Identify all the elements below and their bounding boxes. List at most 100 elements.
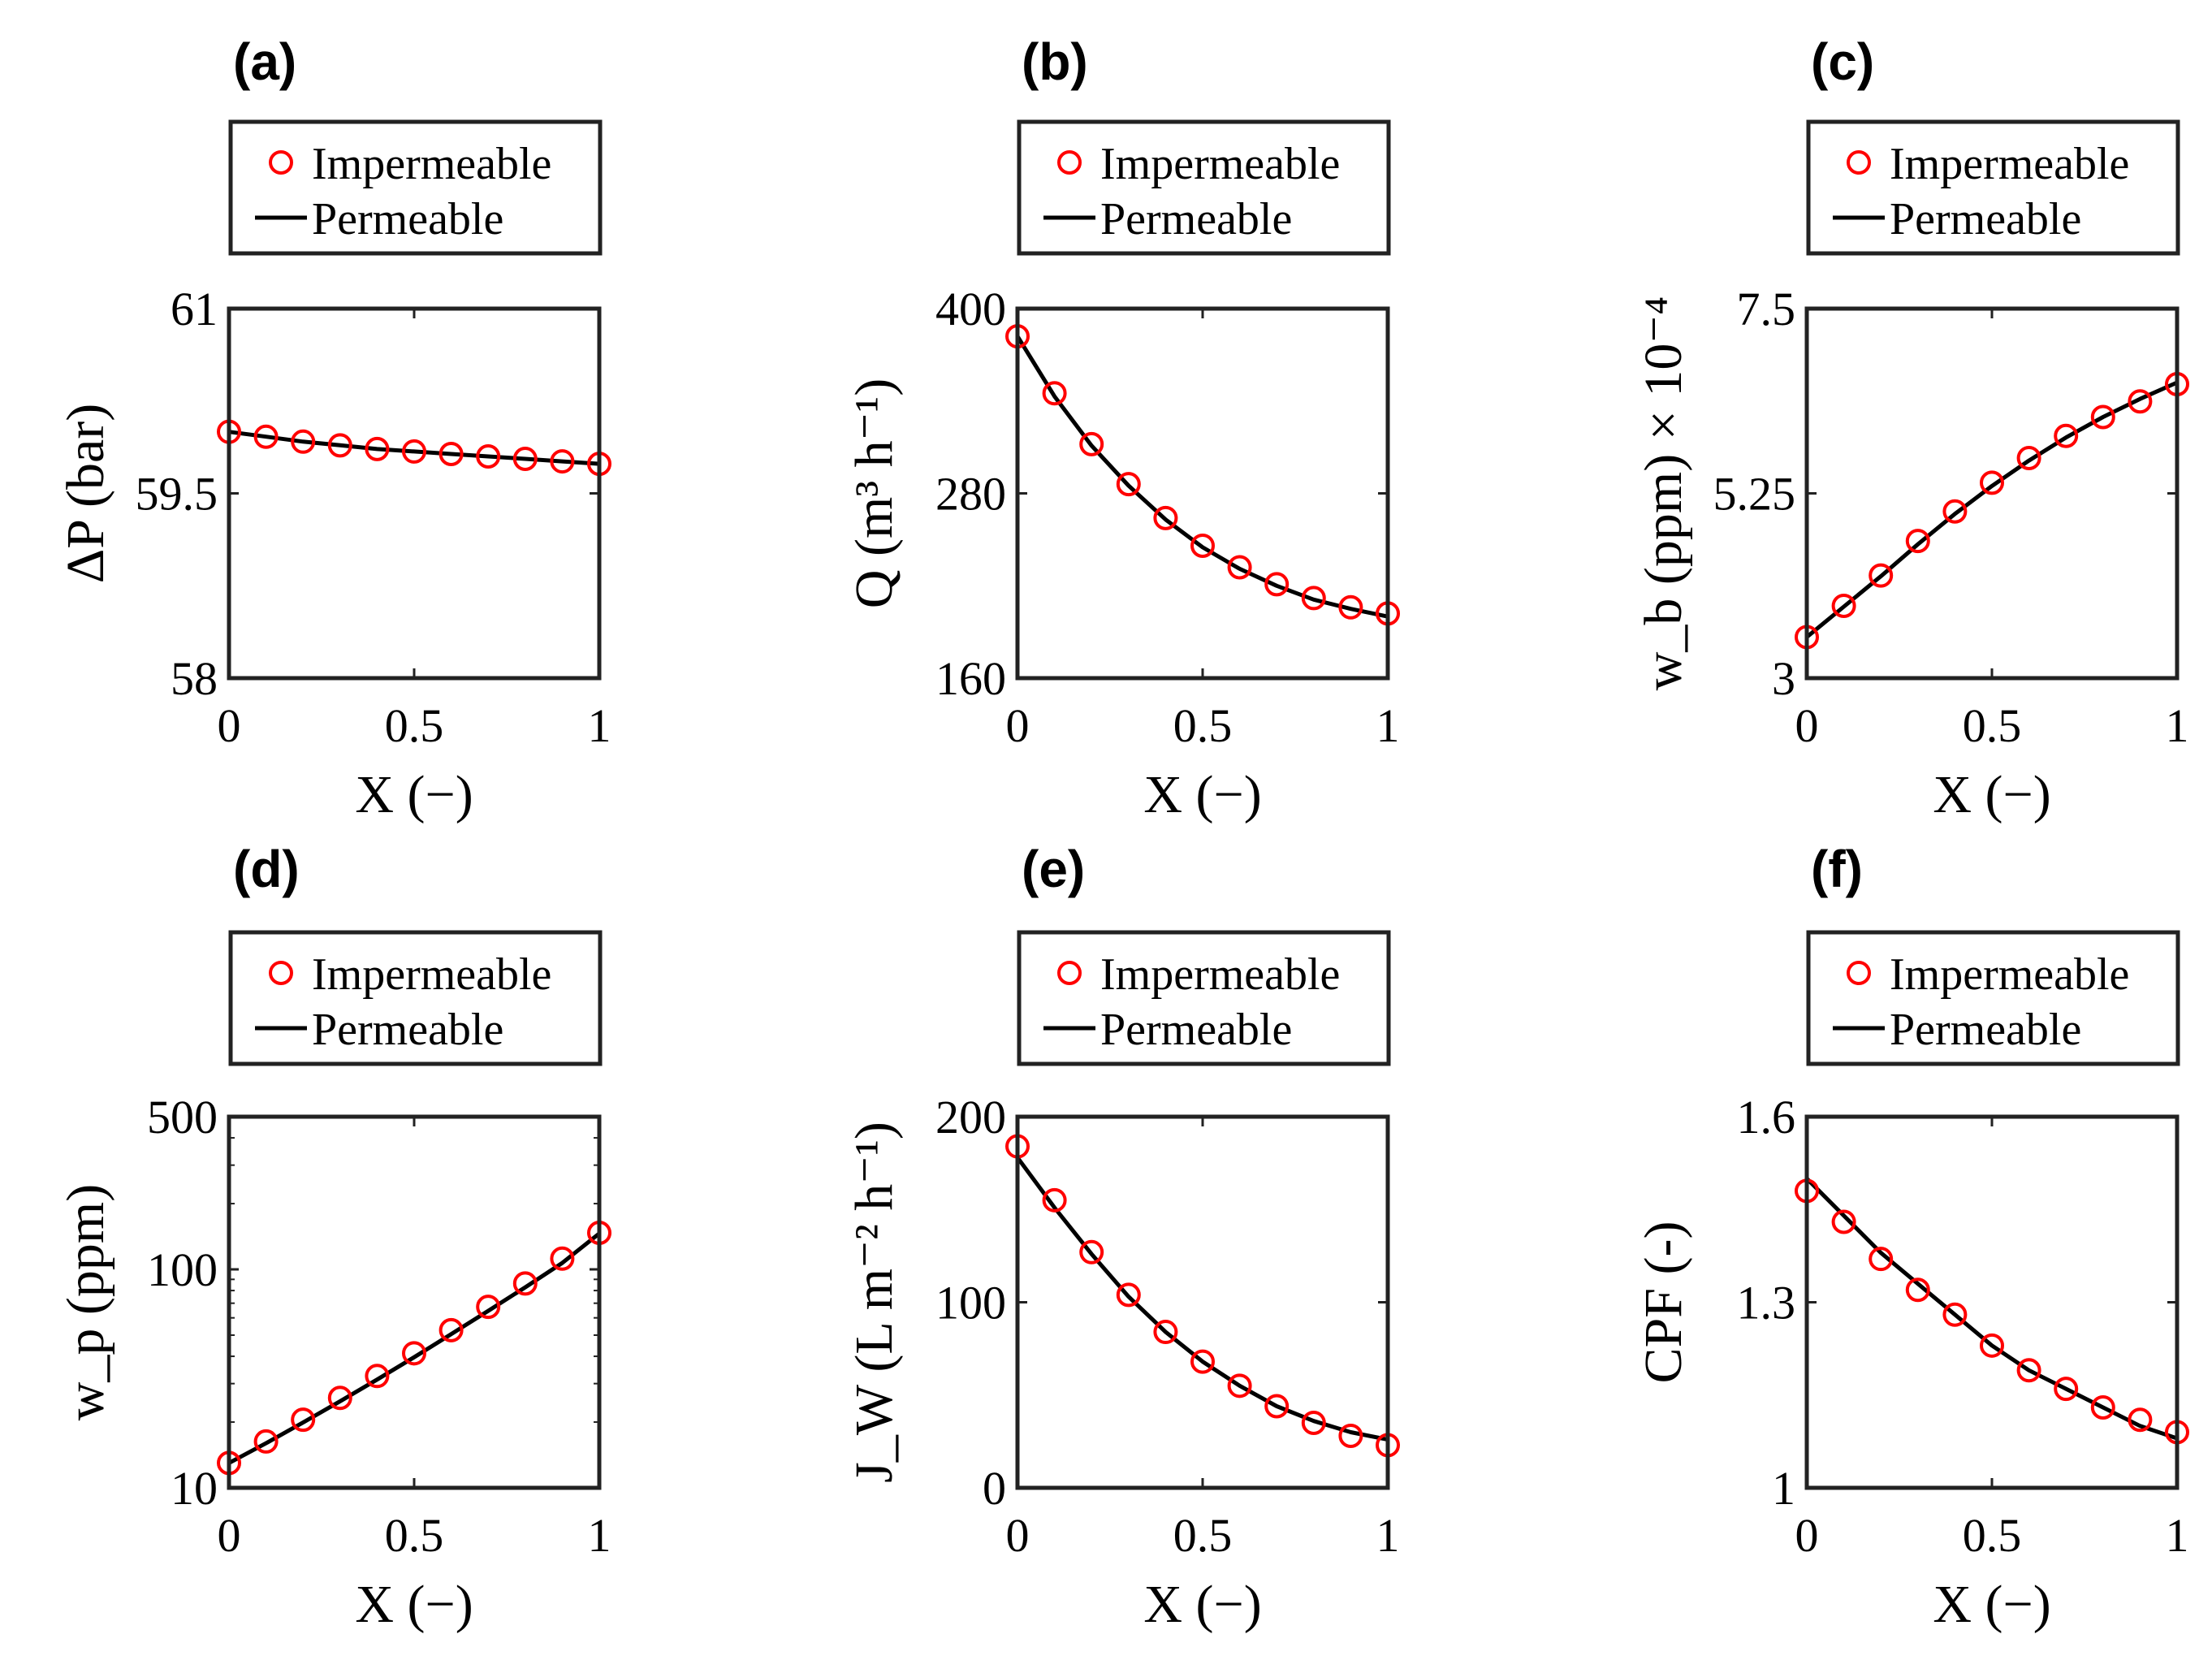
panel-label: (c) (1811, 32, 1874, 91)
y-axis-label: Q (m³ h⁻¹) (845, 378, 904, 608)
series-line-permeable (1015, 335, 1389, 619)
data-point-impermeable (476, 444, 501, 469)
legend-label-impermeable: Impermeable (1100, 139, 1340, 189)
data-point-impermeable (2090, 1394, 2115, 1420)
data-point-impermeable (1338, 594, 1363, 620)
x-tick-label: 0.5 (1963, 699, 2022, 752)
data-point-impermeable (1079, 1239, 1104, 1264)
panel-label: (e) (1022, 840, 1085, 898)
x-tick-label: 1 (2166, 699, 2189, 752)
legend-box (1806, 119, 2180, 256)
legend-label-permeable: Permeable (312, 1005, 503, 1055)
legend-label-permeable: Permeable (1100, 194, 1292, 244)
data-point-impermeable (1042, 1187, 1067, 1213)
x-tick-label: 0 (1795, 1509, 1819, 1562)
data-point-impermeable (1831, 1209, 1856, 1234)
data-point-impermeable (476, 1295, 501, 1320)
data-point-impermeable (1301, 586, 1326, 611)
series-line-permeable (1805, 1177, 2178, 1441)
data-point-impermeable (1869, 563, 1894, 588)
y-axis-label: ΔP (bar) (56, 404, 115, 583)
series-line-permeable (1015, 1156, 1389, 1442)
x-tick-label: 0.5 (1963, 1509, 2022, 1562)
data-point-impermeable (1301, 1411, 1326, 1436)
plot-frame (227, 306, 602, 681)
y-tick-label: 1.6 (1737, 1091, 1796, 1143)
plot-frame (1804, 306, 2180, 681)
x-tick-label: 0.5 (1173, 699, 1233, 752)
legend-label-impermeable: Impermeable (1100, 949, 1340, 1000)
legend-box (1017, 930, 1391, 1066)
y-tick-label: 58 (171, 652, 218, 705)
y-tick-label: 61 (171, 283, 218, 335)
data-point-impermeable (2016, 1358, 2041, 1383)
y-tick-label: 400 (935, 283, 1006, 335)
x-axis-label: X (−) (1143, 765, 1261, 824)
legend-label-permeable: Permeable (1890, 194, 2081, 244)
legend-label-impermeable: Impermeable (312, 139, 551, 189)
data-point-impermeable (1116, 472, 1141, 497)
y-tick-label: 10 (171, 1462, 218, 1515)
x-axis-label: X (−) (1933, 765, 2050, 824)
data-point-impermeable (291, 1407, 316, 1433)
y-tick-label: 59.5 (136, 468, 218, 521)
x-tick-label: 0 (218, 1509, 241, 1562)
data-point-impermeable (2054, 423, 2079, 448)
data-point-impermeable (291, 429, 316, 454)
y-axis-label: w_b (ppm) × 10⁻⁴ (1634, 296, 1693, 691)
y-tick-label: 100 (935, 1277, 1006, 1329)
data-point-impermeable (1079, 431, 1104, 456)
data-point-impermeable (327, 1385, 352, 1411)
x-tick-label: 1 (1376, 1509, 1400, 1562)
x-tick-label: 0.5 (385, 699, 444, 752)
data-point-impermeable (2016, 446, 2041, 471)
y-tick-label: 3 (1772, 652, 1795, 705)
data-point-impermeable (1153, 1320, 1178, 1345)
x-tick-label: 0 (218, 699, 241, 752)
data-point-impermeable (1942, 1302, 1968, 1327)
legend-label-permeable: Permeable (1100, 1005, 1292, 1055)
legend-box (1806, 930, 2180, 1066)
data-point-impermeable (402, 439, 426, 464)
legend-marker-symbol (1057, 961, 1082, 985)
data-point-impermeable (2090, 404, 2115, 430)
panel-label: (d) (233, 840, 300, 898)
data-point-impermeable (365, 1364, 390, 1389)
data-point-impermeable (512, 447, 538, 472)
panel-label: (b) (1022, 32, 1088, 91)
legend-label-permeable: Permeable (1890, 1005, 2081, 1055)
x-tick-label: 1 (2166, 1509, 2189, 1562)
x-tick-label: 0 (1795, 699, 1819, 752)
data-point-impermeable (327, 433, 352, 458)
x-axis-label: X (−) (355, 1575, 473, 1634)
y-tick-label: 500 (147, 1091, 218, 1143)
x-tick-label: 0.5 (385, 1509, 444, 1562)
x-tick-label: 0.5 (1173, 1509, 1233, 1562)
x-axis-label: X (−) (355, 765, 473, 824)
legend-box (228, 930, 603, 1066)
legend-label-impermeable: Impermeable (1890, 949, 2129, 1000)
x-tick-label: 0 (1006, 1509, 1030, 1562)
y-tick-label: 200 (935, 1091, 1006, 1143)
x-tick-label: 0 (1006, 699, 1030, 752)
legend-marker-symbol (1057, 150, 1082, 175)
data-point-impermeable (1264, 572, 1290, 597)
panel-label: (a) (233, 32, 296, 91)
x-tick-label: 1 (1376, 699, 1400, 752)
data-point-impermeable (1980, 470, 2004, 495)
data-point-impermeable (439, 1317, 464, 1342)
legend-label-permeable: Permeable (312, 194, 503, 244)
y-tick-label: 280 (935, 468, 1006, 521)
plot-frame (227, 1114, 602, 1490)
data-point-impermeable (1116, 1282, 1141, 1308)
data-point-impermeable (1227, 555, 1252, 580)
data-point-impermeable (2054, 1377, 2079, 1402)
legend-label-impermeable: Impermeable (1890, 139, 2129, 189)
plot-frame (1015, 306, 1390, 681)
data-point-impermeable (1190, 1349, 1215, 1374)
series-line-permeable (228, 430, 600, 466)
